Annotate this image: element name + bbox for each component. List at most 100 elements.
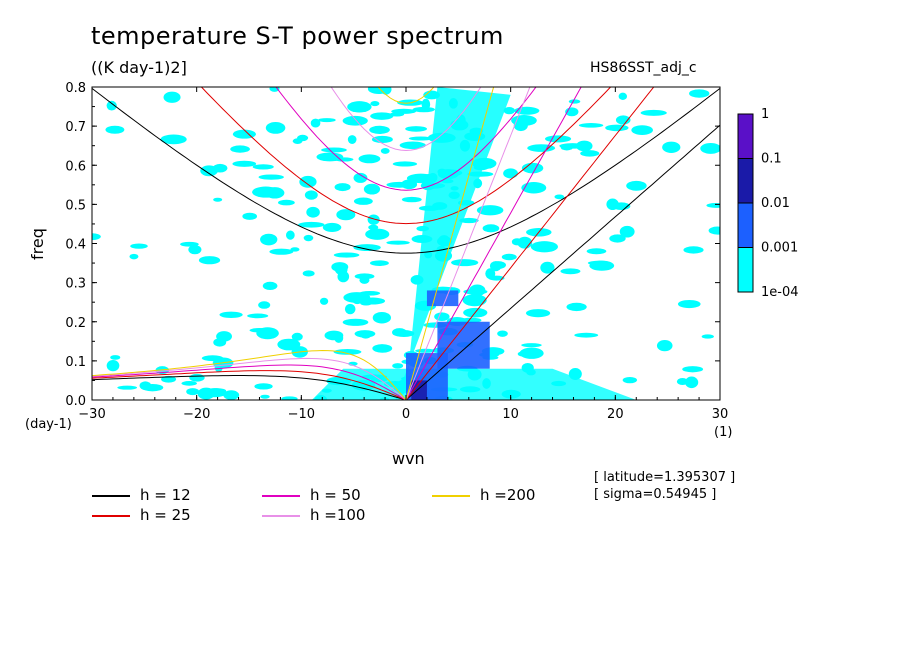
- power-patch: [503, 107, 515, 115]
- power-patch: [423, 90, 440, 100]
- power-patch: [606, 198, 619, 211]
- y-tick-label: 0.6: [65, 159, 86, 174]
- power-patch: [189, 373, 205, 382]
- sigma-note: [ sigma=0.54945 ]: [594, 487, 717, 502]
- power-patch: [324, 223, 340, 231]
- power-patch: [336, 209, 356, 221]
- power-patch: [198, 256, 221, 265]
- legend-swatch: [432, 495, 470, 497]
- power-patch: [265, 187, 285, 199]
- x-axis-label: wvn: [392, 449, 425, 468]
- power-patch: [353, 244, 381, 251]
- y-tick-label: 0.4: [65, 238, 86, 253]
- power-patch: [677, 299, 701, 309]
- power-patch: [589, 260, 615, 271]
- power-patch: [213, 197, 223, 202]
- power-patch: [230, 145, 250, 153]
- chart-units: ((K day-1)2]: [91, 58, 187, 77]
- power-patch: [105, 125, 125, 134]
- power-patch: [369, 125, 390, 134]
- power-patch: [106, 360, 120, 372]
- power-patch: [188, 245, 202, 255]
- power-patch: [160, 134, 187, 145]
- power-patch: [197, 387, 215, 400]
- kelvin-curve: [405, 87, 531, 400]
- power-patch: [684, 376, 699, 389]
- power-patch-strong: [437, 321, 490, 369]
- power-patch: [163, 91, 181, 103]
- colorbar-label: 1e-04: [761, 285, 799, 300]
- power-patch: [683, 246, 704, 254]
- power-patch: [706, 202, 720, 208]
- power-patch: [344, 303, 356, 315]
- power-patch: [619, 225, 635, 238]
- power-patch: [676, 378, 689, 385]
- power-patch: [286, 230, 295, 240]
- gravity-wave-curve: [92, 88, 720, 254]
- power-patch: [252, 164, 274, 170]
- power-patch: [319, 297, 329, 305]
- y-axis-label: freq: [28, 228, 47, 260]
- power-patch: [386, 240, 410, 245]
- rossby-curve: [92, 349, 407, 400]
- legend-label: h = 50: [310, 486, 361, 504]
- power-patch: [405, 126, 428, 132]
- power-patch: [92, 233, 101, 241]
- power-patch: [485, 268, 496, 280]
- power-patch: [372, 344, 393, 353]
- x-tick-label: −30: [78, 407, 105, 422]
- power-patch: [399, 141, 426, 150]
- power-patch: [278, 199, 295, 206]
- power-patch: [408, 136, 433, 141]
- power-patch: [459, 217, 479, 224]
- power-patch: [321, 147, 347, 153]
- power-patch: [317, 118, 336, 123]
- y-tick-label: 0.2: [65, 316, 86, 331]
- power-patch: [219, 311, 243, 319]
- x-tick-label: 20: [607, 407, 624, 422]
- power-patch: [401, 196, 422, 203]
- power-patch: [291, 332, 303, 341]
- y-tick-label: 0.0: [65, 394, 86, 409]
- power-patch: [560, 268, 581, 275]
- power-patch: [501, 253, 517, 261]
- power-patch: [242, 212, 258, 220]
- power-patch: [258, 301, 271, 309]
- rossby-curve: [92, 357, 407, 400]
- power-patch: [130, 243, 148, 249]
- power-patch: [110, 355, 121, 360]
- colorbar: 1 0.1 0.01 0.001 1e-04: [737, 107, 799, 300]
- power-patch: [334, 183, 351, 192]
- y-tick-label: 0.3: [65, 277, 86, 292]
- power-patch: [254, 383, 273, 390]
- power-patch: [260, 233, 278, 246]
- power-patch: [451, 259, 479, 267]
- power-patch: [380, 87, 392, 95]
- power-patch: [489, 261, 502, 272]
- power-patch: [186, 388, 200, 396]
- power-patch: [476, 205, 504, 216]
- power-patch: [530, 241, 558, 253]
- legend-swatch: [262, 515, 300, 517]
- power-patch: [262, 281, 278, 291]
- x-unit-left: (day-1): [25, 417, 72, 432]
- power-patch-strong: [426, 290, 459, 307]
- power-patch: [389, 112, 405, 117]
- power-patch: [358, 154, 381, 164]
- power-patch: [689, 89, 710, 98]
- power-patch: [554, 194, 565, 200]
- power-field: [92, 87, 720, 400]
- power-patch: [354, 273, 375, 280]
- power-patch: [576, 140, 593, 152]
- power-patch: [631, 125, 653, 135]
- power-patch: [700, 143, 720, 154]
- power-band: [311, 368, 637, 400]
- x-tick-label: 30: [712, 407, 729, 422]
- power-patch: [615, 115, 631, 125]
- power-patch: [265, 121, 286, 134]
- power-patch: [521, 162, 544, 174]
- power-patch: [269, 87, 280, 92]
- kelvin-curve: [405, 124, 720, 400]
- power-patch: [568, 99, 581, 104]
